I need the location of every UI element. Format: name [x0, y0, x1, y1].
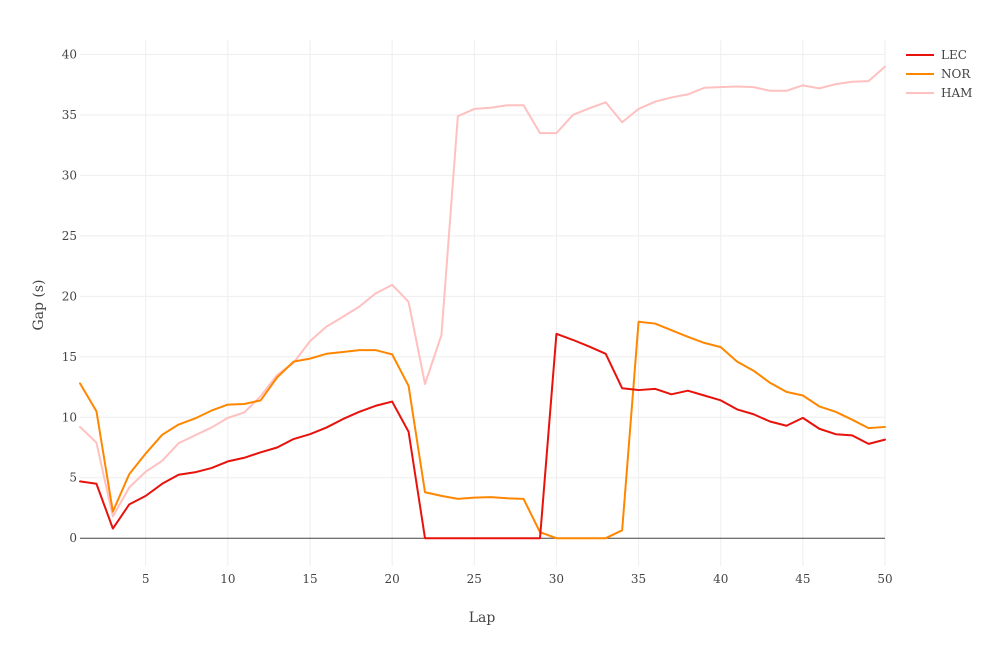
y-tick-label: 25 — [62, 229, 77, 243]
x-tick-label: 45 — [795, 572, 810, 586]
legend: LEC NOR HAM — [906, 48, 972, 100]
y-tick-label: 20 — [62, 289, 77, 303]
y-tick-label: 15 — [62, 350, 77, 364]
x-tick-label: 50 — [877, 572, 892, 586]
series-line-lec — [79, 332, 886, 540]
y-axis-title: Gap (s) — [31, 279, 47, 330]
grid-layer — [80, 40, 886, 566]
x-tick-label: 25 — [467, 572, 482, 586]
series-line-nor — [79, 320, 886, 540]
x-axis-title: Lap — [469, 610, 496, 626]
legend-label-ham: HAM — [941, 86, 972, 100]
x-tick-label: 10 — [220, 572, 235, 586]
y-tick-label: 0 — [69, 531, 77, 545]
series-layer — [79, 65, 886, 540]
x-tick-label: 35 — [631, 572, 646, 586]
x-tick-label: 5 — [142, 572, 150, 586]
tick-label-layer: 5 10 15 20 25 30 35 40 45 50 0 5 10 15 20 25 30 35 40 — [62, 48, 893, 586]
x-tick-label: 20 — [385, 572, 400, 586]
y-tick-label: 30 — [62, 168, 77, 182]
x-tick-label: 30 — [549, 572, 564, 586]
x-tick-label: 15 — [302, 572, 317, 586]
y-tick-label: 40 — [62, 48, 77, 62]
y-tick-label: 5 — [69, 471, 77, 485]
y-tick-label: 10 — [62, 410, 77, 424]
x-tick-label: 40 — [713, 572, 728, 586]
legend-label-lec: LEC — [941, 48, 967, 62]
y-tick-label: 35 — [62, 108, 77, 122]
legend-label-nor: NOR — [941, 67, 971, 81]
series-line-ham — [79, 65, 886, 518]
